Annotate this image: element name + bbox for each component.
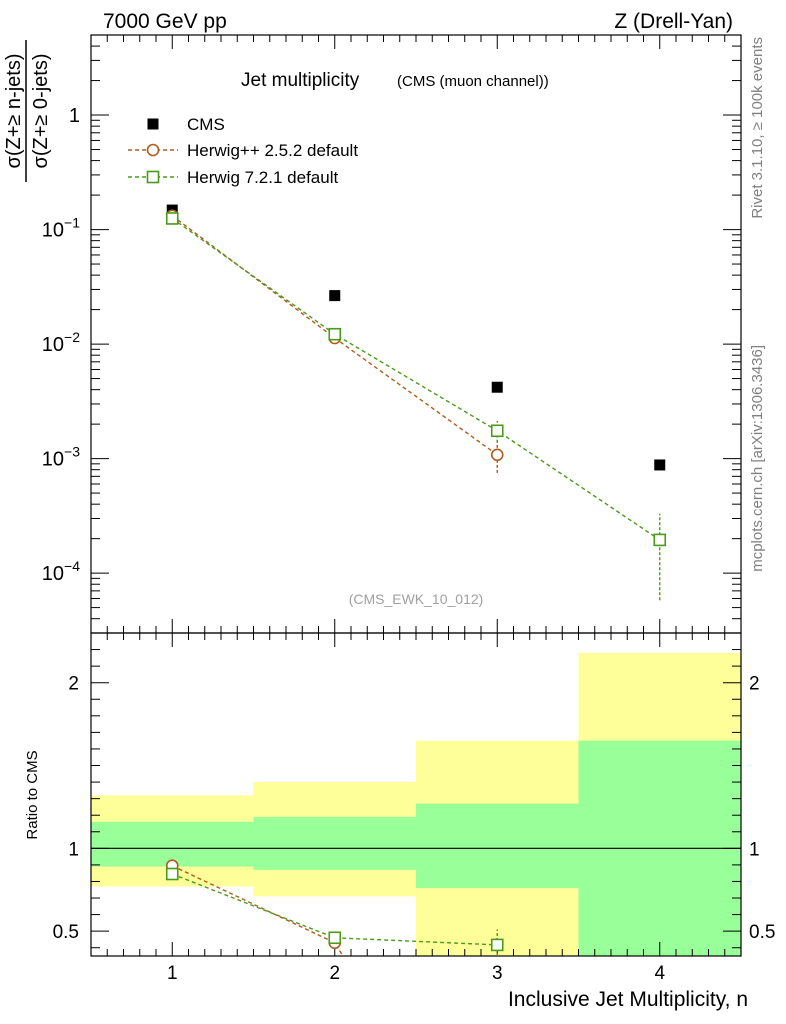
ratio-y-tick-label: 0.5 — [53, 922, 79, 943]
legend-label: CMS — [187, 115, 225, 134]
x-tick-label: 4 — [654, 963, 665, 984]
legend-marker — [146, 170, 160, 184]
ratio-herwig-7-2-1-default-point — [165, 867, 179, 881]
main-herwig-7-2-1-default-point — [328, 327, 342, 341]
ratio-herwig-2-5-2-default-line — [171, 865, 344, 957]
ratio-herwig-7-2-1-default-point — [328, 931, 342, 945]
main-herwig-2-5-2-default-point — [490, 448, 504, 462]
analysis-watermark: (CMS_EWK_10_012) — [349, 591, 484, 607]
ratio-y-axis-label: Ratio to CMS — [24, 750, 41, 839]
main-herwig-7-2-1-default-line — [171, 217, 661, 541]
main-herwig-7-2-1-default-point — [653, 533, 667, 547]
header-left: 7000 GeV pp — [103, 10, 227, 33]
y-axis-label-numerator: σ(Z+≥ n-jets) — [3, 54, 25, 169]
header-right: Z (Drell-Yan) — [614, 10, 733, 33]
main-y-tick-label: 10−2 — [42, 329, 80, 356]
main-cms-point — [329, 290, 341, 302]
ratio-panel: 1 2 3 4 0.5 0.5 1 1 2 2 — [53, 632, 775, 984]
ratio-y-tick-label-right: 1 — [749, 839, 760, 860]
y-axis-label-denominator: σ(Z+≥ 0-jets) — [30, 54, 52, 169]
ratio-band-inner — [253, 816, 416, 870]
main-cms-point — [654, 459, 666, 471]
ratio-y-tick-label-right: 2 — [749, 674, 760, 695]
legend-marker — [147, 118, 159, 130]
ratio-band-inner — [91, 821, 254, 867]
main-y-tick-label: 1 — [69, 105, 80, 127]
main-y-tick-label: 10−1 — [42, 215, 80, 242]
x-tick-label: 2 — [329, 963, 340, 984]
mcplots-label: mcplots.cern.ch [arXiv:1306.3436] — [749, 345, 766, 572]
legend-label: Herwig 7.2.1 default — [187, 168, 338, 187]
legend-marker — [146, 143, 160, 157]
main-y-tick-label: 10−3 — [42, 444, 80, 471]
x-tick-label: 3 — [492, 963, 503, 984]
main-y-tick-label: 10−4 — [42, 558, 80, 585]
ratio-herwig-7-2-1-default-line — [171, 873, 498, 946]
x-axis-label: Inclusive Jet Multiplicity, n — [508, 988, 748, 1011]
ratio-y-tick-label: 1 — [68, 839, 79, 860]
x-tick-label: 1 — [167, 963, 178, 984]
main-cms-point — [491, 381, 503, 393]
ratio-y-tick-label: 2 — [68, 674, 79, 695]
ratio-band-inner — [416, 803, 579, 889]
rivet-version-label: Rivet 3.1.10, ≥ 100k events — [749, 37, 766, 219]
ratio-y-tick-label-right: 0.5 — [749, 922, 775, 943]
main-panel: 10−4 10−3 10−2 10−1 1 CMS Herwig++ 2.5.2 defau… — [42, 34, 742, 634]
main-herwig-7-2-1-default-point — [490, 424, 504, 438]
main-herwig-7-2-1-default-point — [165, 212, 179, 225]
ratio-herwig-7-2-1-default-point — [490, 938, 504, 952]
chart-title: Jet multiplicity — [241, 70, 360, 91]
chart-subtitle: (CMS (muon channel)) — [397, 73, 549, 90]
legend-label: Herwig++ 2.5.2 default — [187, 141, 358, 160]
